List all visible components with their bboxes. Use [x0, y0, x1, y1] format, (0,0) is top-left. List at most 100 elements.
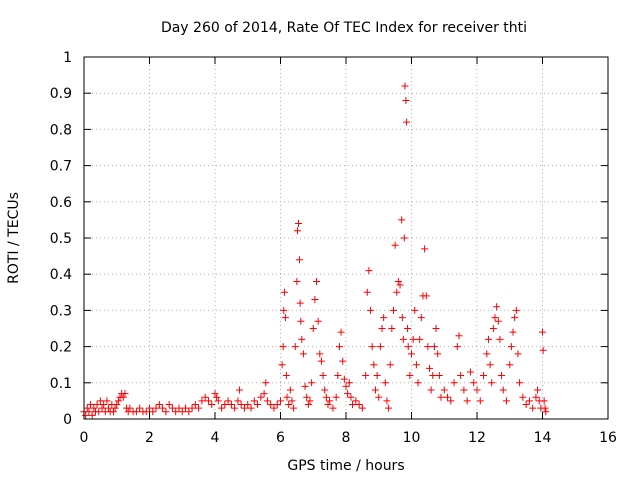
data-point [231, 404, 239, 412]
data-point [424, 343, 432, 351]
data-point [349, 401, 357, 409]
data-point [267, 401, 275, 409]
data-point [114, 397, 122, 405]
data-point [188, 404, 196, 412]
data-point [146, 404, 153, 412]
data-point [162, 408, 170, 416]
plot-frame [83, 56, 609, 420]
data-point [329, 404, 337, 412]
data-point [391, 241, 399, 249]
data-point [362, 372, 370, 380]
data-point [409, 335, 417, 343]
data-point [342, 382, 350, 390]
data-point [221, 401, 229, 409]
data-point [273, 401, 281, 409]
y-tick-label: 0.5 [50, 231, 72, 247]
x-tick-label: 10 [403, 430, 421, 446]
data-point [296, 299, 304, 307]
data-point [234, 397, 242, 405]
data-point [455, 332, 463, 340]
data-point [370, 361, 378, 369]
data-point [430, 343, 438, 351]
data-point [257, 393, 265, 401]
data-point [322, 393, 330, 401]
data-point [85, 408, 93, 416]
x-tick-label: 14 [534, 430, 552, 446]
data-point [483, 350, 491, 358]
data-point [295, 220, 303, 228]
data-point [214, 397, 222, 405]
data-point [466, 368, 474, 376]
data-point [175, 404, 183, 412]
data-point [314, 317, 322, 325]
data-point [429, 372, 437, 380]
data-point [421, 245, 429, 253]
data-point [250, 397, 258, 405]
data-point [484, 335, 492, 343]
data-point [344, 390, 352, 398]
data-point [378, 325, 386, 332]
data-point [282, 372, 290, 380]
data-point [204, 397, 212, 405]
data-point [254, 401, 262, 409]
data-point [227, 401, 235, 409]
data-point [332, 393, 340, 401]
data-point [435, 372, 443, 380]
data-point [394, 277, 402, 285]
data-point [306, 397, 314, 405]
data-point [447, 397, 455, 405]
data-point [195, 404, 203, 412]
y-tick-label: 0.9 [50, 86, 72, 102]
data-point [516, 379, 524, 387]
data-point [376, 343, 384, 351]
x-tick-label: 8 [342, 430, 351, 446]
data-point [309, 325, 317, 332]
data-point [444, 393, 452, 401]
data-point [368, 343, 376, 351]
data-point [281, 314, 289, 322]
data-point [224, 397, 232, 405]
y-tick-label: 0.7 [50, 159, 72, 175]
data-point [339, 357, 347, 365]
data-point [270, 404, 278, 412]
data-point [288, 397, 296, 405]
y-tick-label: 0.8 [50, 122, 72, 138]
data-point [294, 227, 302, 235]
data-point [371, 386, 379, 394]
data-point [244, 401, 252, 409]
data-point [321, 386, 329, 394]
data-point [404, 325, 412, 332]
data-point [450, 379, 458, 387]
data-point [88, 411, 96, 419]
data-point [411, 306, 419, 314]
x-tick-label: 0 [80, 430, 89, 446]
data-point [493, 303, 501, 311]
data-point [345, 379, 353, 387]
data-point [291, 343, 299, 351]
x-tick-label: 2 [145, 430, 154, 446]
data-point [542, 408, 550, 416]
data-point [293, 277, 301, 285]
data-point [427, 386, 435, 394]
data-point [335, 343, 343, 351]
data-point [463, 397, 471, 405]
data-point [185, 408, 193, 416]
data-point [511, 314, 519, 322]
data-point [236, 386, 244, 394]
data-point [347, 393, 355, 401]
y-tick-label: 0 [63, 412, 72, 428]
data-point [400, 234, 408, 242]
data-point [172, 408, 180, 416]
data-point [109, 408, 117, 416]
x-tick-label: 6 [276, 430, 285, 446]
data-point [507, 343, 515, 351]
data-point [111, 404, 119, 412]
data-point [375, 393, 383, 401]
data-point [381, 379, 389, 387]
data-point [519, 393, 527, 401]
data-point [87, 401, 95, 409]
data-point [260, 390, 268, 398]
data-point [401, 82, 409, 90]
data-point [437, 393, 445, 401]
